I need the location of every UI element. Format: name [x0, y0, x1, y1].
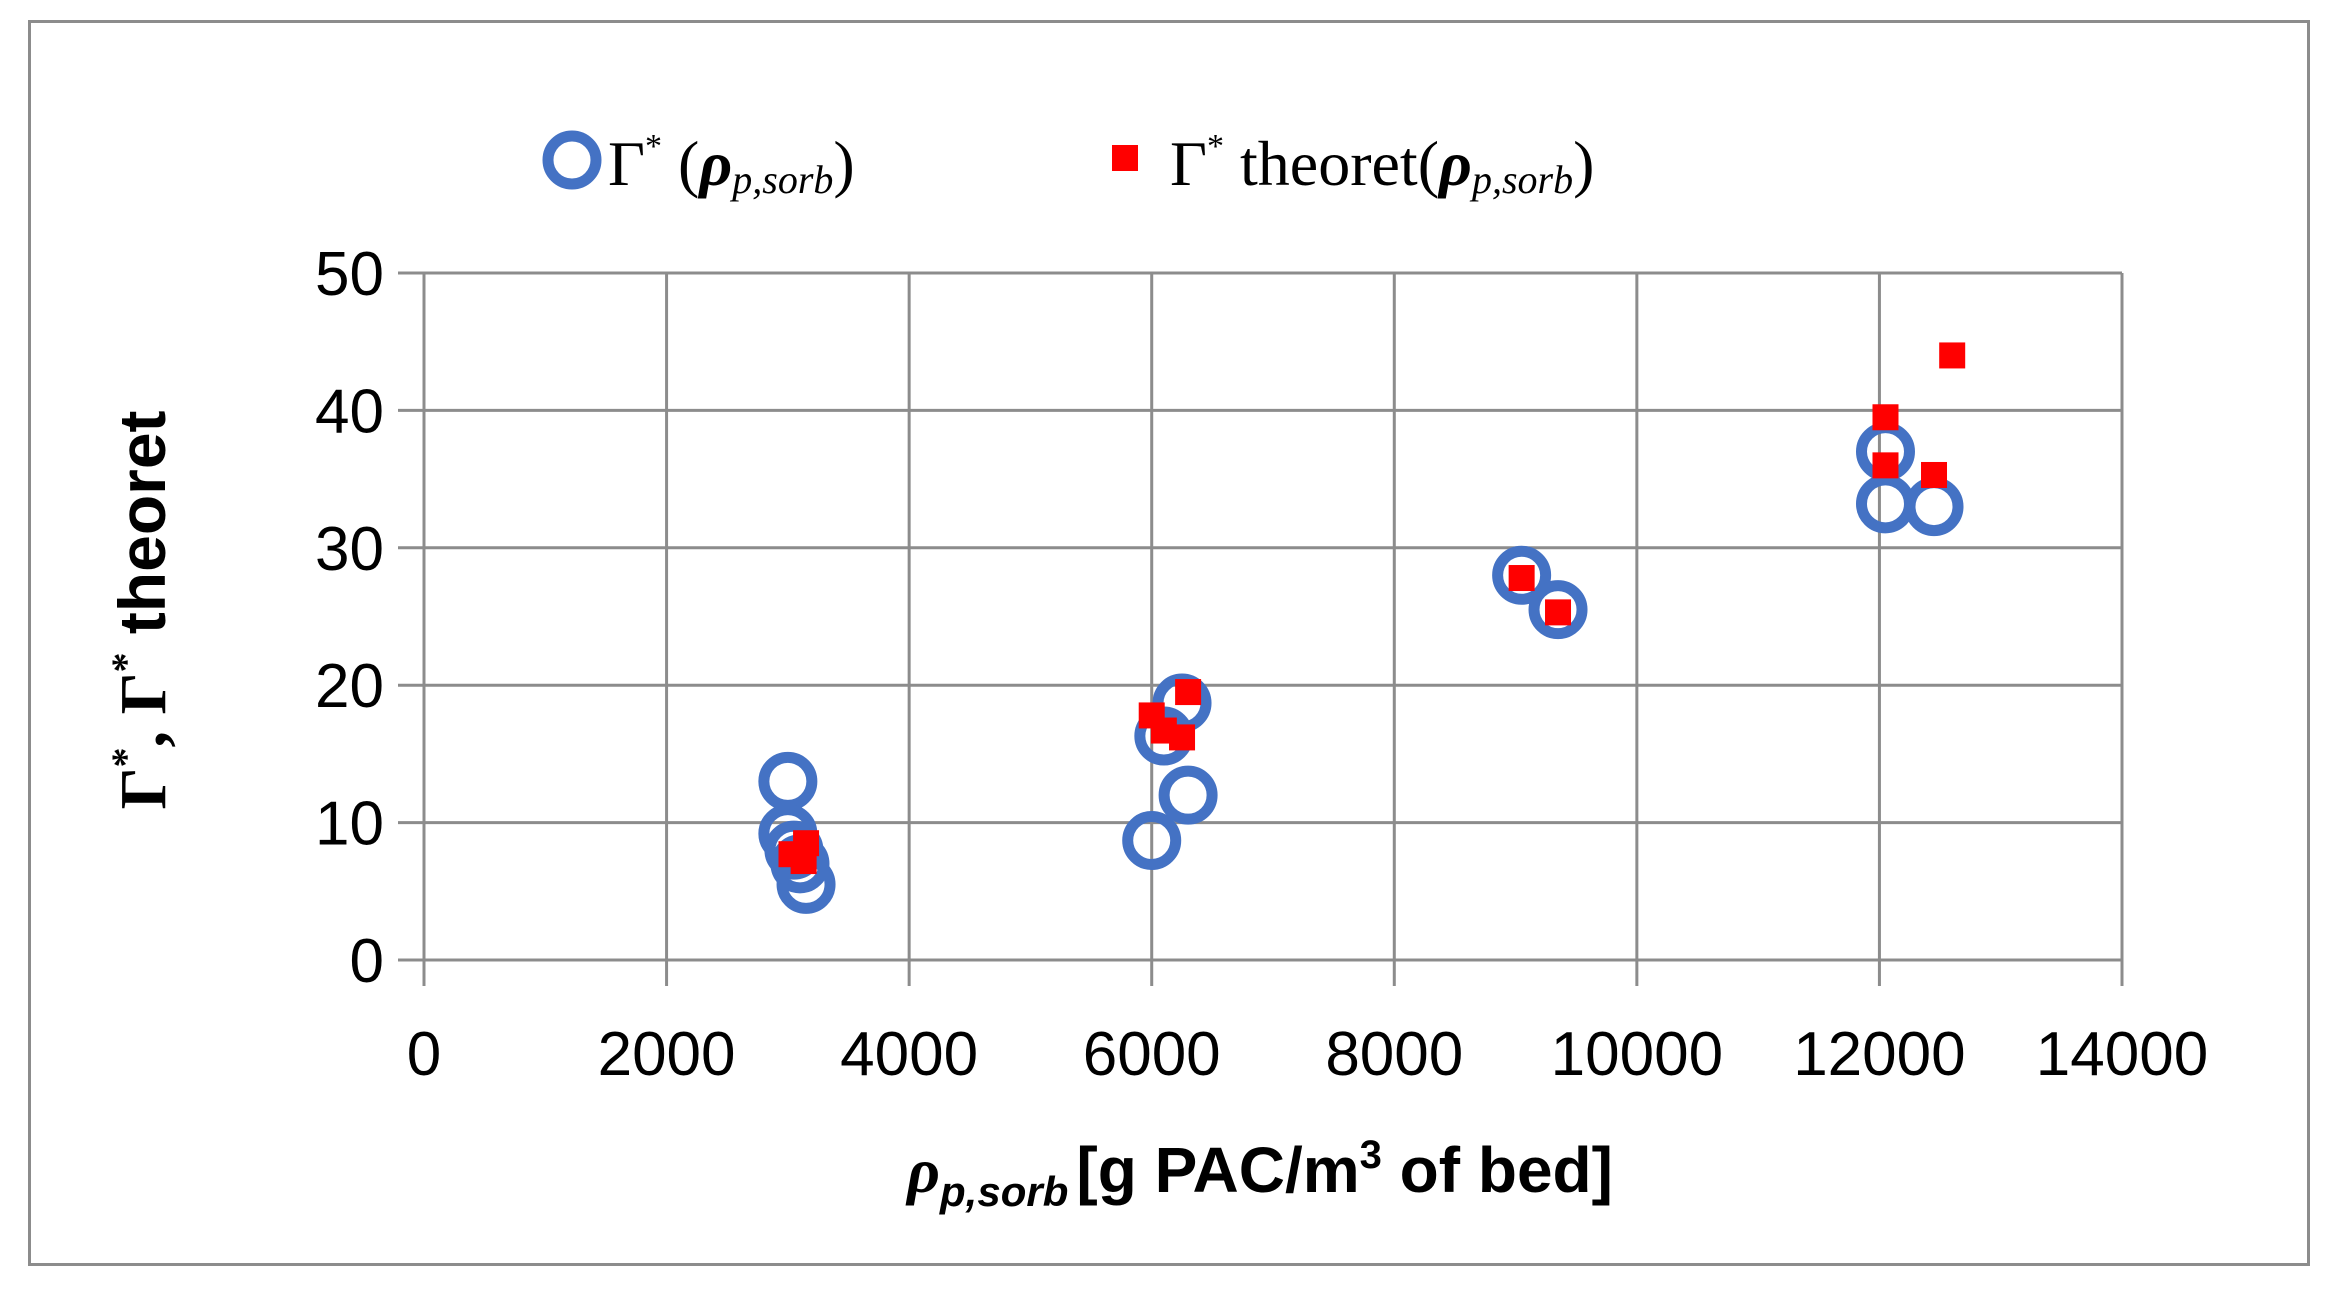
legend-marker-square [1112, 145, 1138, 171]
data-point-square [1939, 342, 1966, 369]
x-tick-label: 2000 [598, 1020, 736, 1089]
data-point-circle [1528, 580, 1588, 640]
data-point-square [1175, 679, 1202, 706]
x-axis-title: ρp,sorb [g PAC/m3 of bed] [905, 1133, 1613, 1215]
data-point-square [793, 830, 820, 857]
y-tick-label: 0 [350, 927, 384, 996]
grid-lines [398, 271, 2124, 986]
y-axis-title: Γ*, Γ* theoret [103, 410, 180, 809]
data-point-square [1921, 461, 1948, 488]
y-tick-label: 20 [315, 652, 384, 721]
data-series [758, 342, 1966, 914]
y-tick-label: 40 [315, 377, 384, 446]
y-tick-label: 30 [315, 515, 384, 584]
data-point-circle [1855, 474, 1915, 534]
data-point-circle [1122, 810, 1182, 870]
y-tick-label: 10 [315, 790, 384, 859]
data-point-circle [1904, 477, 1964, 537]
series-2 [778, 342, 1966, 875]
legend-label-series-1: Γ* (ρp,sorb) [608, 128, 855, 202]
legend-label-series-2: Γ* theoret(ρp,sorb) [1170, 128, 1594, 202]
legend: Γ* (ρp,sorb) Γ* theoret(ρp,sorb) [542, 128, 1594, 202]
x-tick-label: 4000 [840, 1020, 978, 1089]
x-tick-label: 12000 [1793, 1020, 1965, 1089]
series-1 [758, 422, 1964, 914]
x-tick-label: 10000 [1551, 1020, 1723, 1089]
data-point-square [1545, 599, 1572, 626]
y-tick-label: 50 [315, 240, 384, 309]
chart-frame [28, 20, 2310, 1266]
data-point-square [1169, 724, 1196, 751]
data-point-square [1872, 404, 1899, 431]
x-tick-label: 14000 [2036, 1020, 2208, 1089]
tick-labels: 0 10 20 30 40 50 0 2000 4000 6000 8000 10000 12000 14… [315, 240, 2208, 1089]
x-tick-label: 6000 [1083, 1020, 1221, 1089]
data-point-circle [758, 751, 818, 811]
legend-marker-circle [542, 130, 602, 190]
x-tick-label: 0 [407, 1020, 441, 1089]
data-point-circle [1158, 765, 1218, 825]
x-tick-label: 8000 [1325, 1020, 1463, 1089]
data-point-square [1872, 452, 1899, 479]
data-point-circle [1492, 545, 1552, 605]
data-point-square [1508, 565, 1535, 592]
